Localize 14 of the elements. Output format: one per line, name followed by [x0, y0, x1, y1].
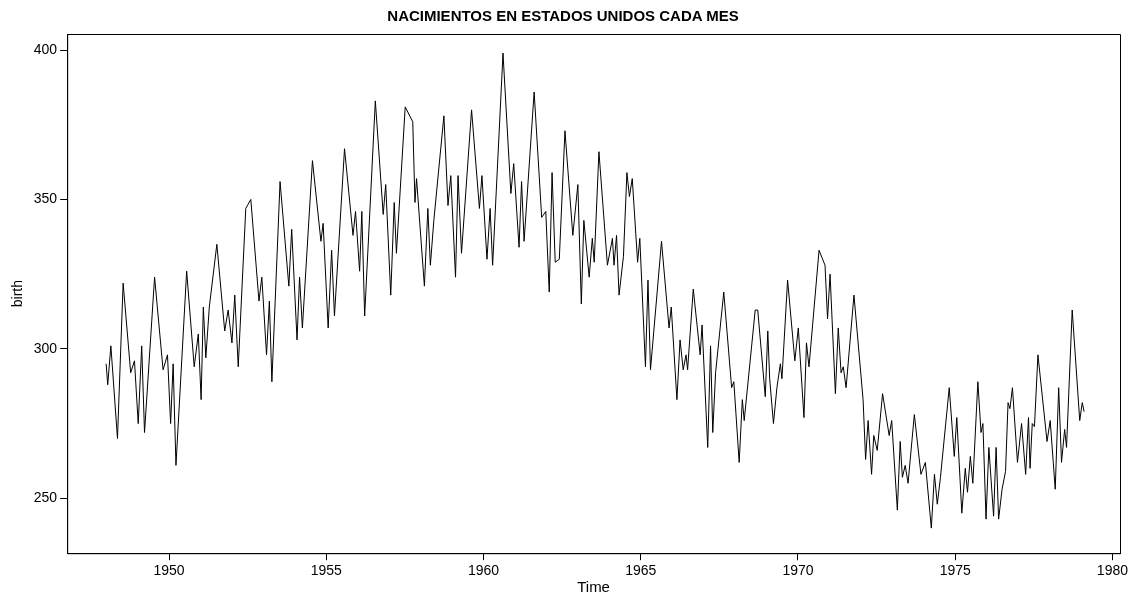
- y-axis-title: birth: [9, 279, 26, 308]
- x-tick-label: 1980: [1096, 562, 1129, 579]
- x-tick-label: 1970: [782, 562, 814, 579]
- chart-title: NACIMIENTOS EN ESTADOS UNIDOS CADA MES: [387, 7, 739, 25]
- x-tick-label: 1950: [153, 562, 185, 579]
- x-tick-label: 1965: [625, 562, 657, 579]
- x-tick-label: 1955: [310, 562, 343, 579]
- x-tick-label: 1960: [467, 562, 500, 579]
- y-tick-label: 300: [33, 339, 58, 356]
- y-tick-label: 350: [33, 190, 58, 207]
- y-tick-label: 250: [33, 489, 58, 506]
- x-tick-label: 1975: [939, 562, 971, 579]
- x-axis-title: Time: [577, 578, 610, 596]
- y-tick-label: 400: [33, 40, 58, 57]
